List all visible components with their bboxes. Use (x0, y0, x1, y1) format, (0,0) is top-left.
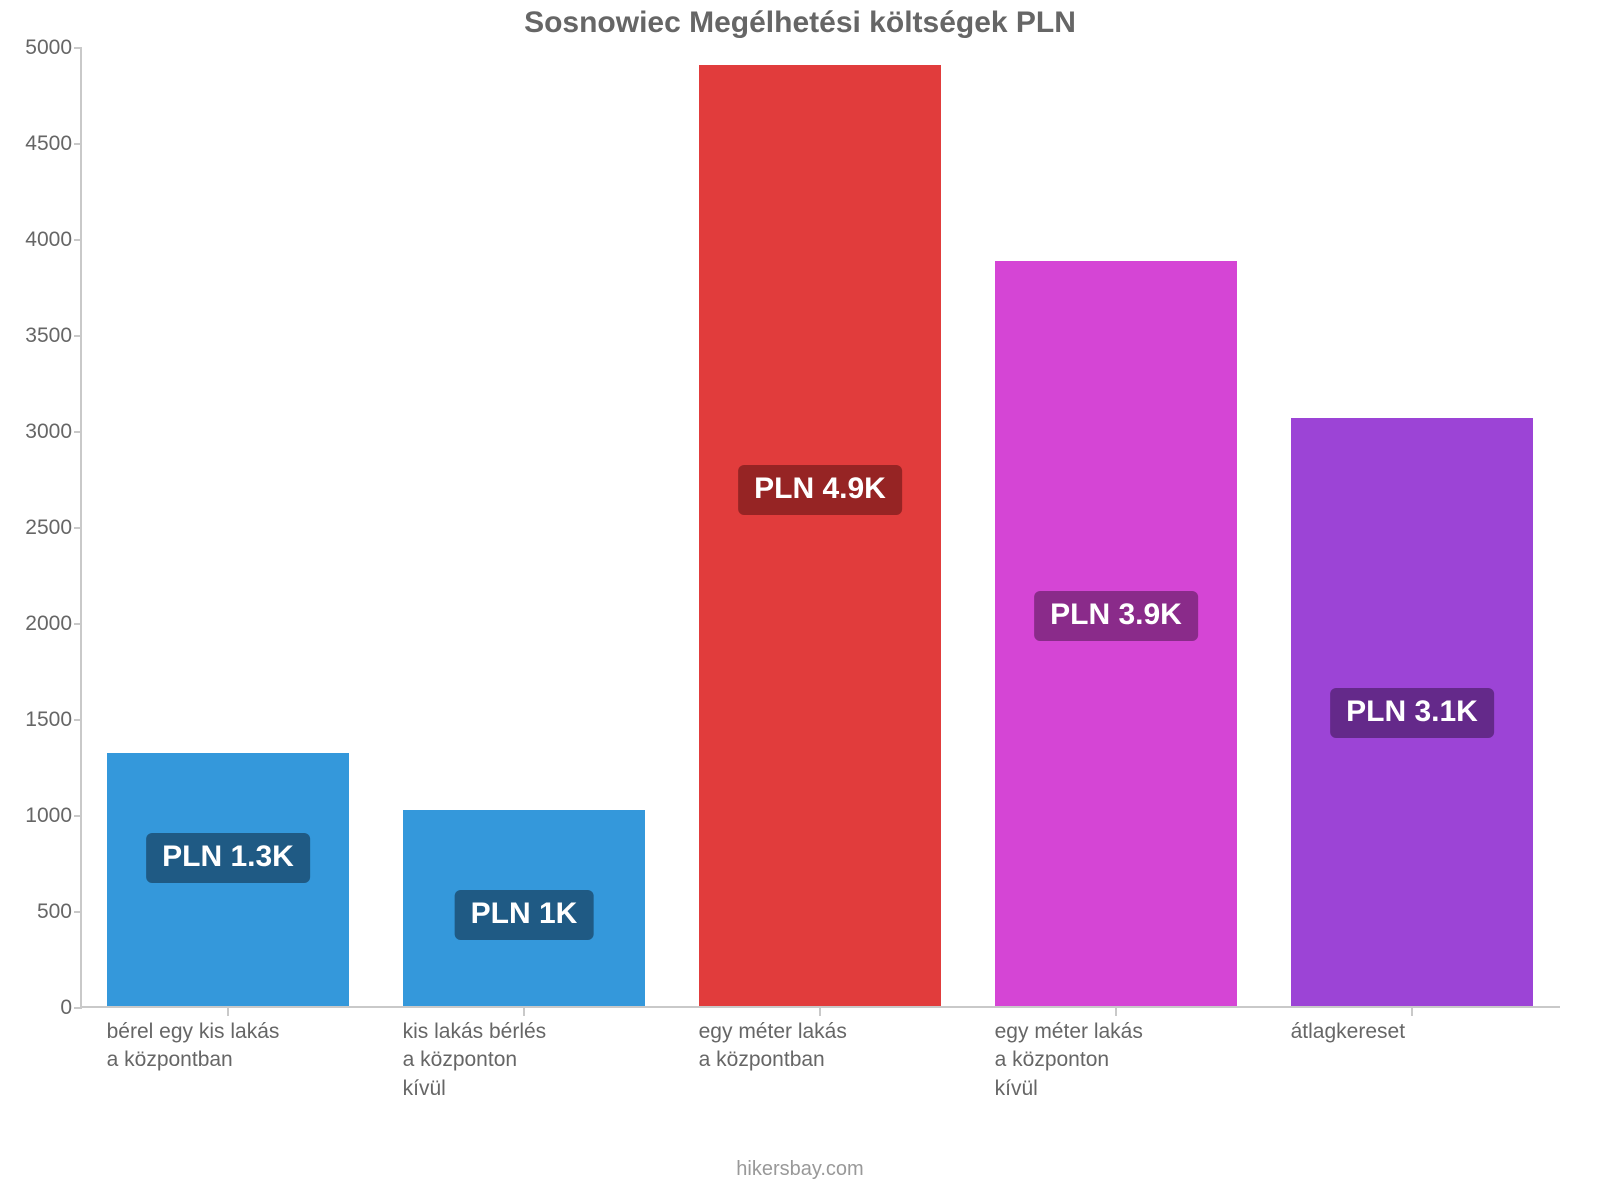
bar-rect: PLN 4.9K (699, 65, 942, 1006)
cost-of-living-chart: Sosnowiec Megélhetési költségek PLN PLN … (0, 0, 1600, 1200)
y-tick-label: 4000 (0, 228, 72, 252)
x-axis-label: átlagkereset (1291, 1018, 1534, 1046)
bar-value-label: PLN 3.1K (1330, 688, 1494, 738)
chart-footer: hikersbay.com (0, 1158, 1600, 1181)
x-axis-labels: bérel egy kis lakás a központban kis laká… (80, 1018, 1560, 1138)
y-tick-label: 0 (0, 996, 72, 1020)
bar-rect: PLN 3.1K (1291, 418, 1534, 1006)
y-tick-label: 5000 (0, 36, 72, 60)
x-tick-mark (1115, 1008, 1117, 1016)
bar-value-label: PLN 1.3K (146, 833, 310, 883)
bar: PLN 4.9K (699, 65, 942, 1006)
y-tick-mark (74, 911, 82, 913)
x-tick-mark (819, 1008, 821, 1016)
y-tick-label: 500 (0, 900, 72, 924)
bar: PLN 3.9K (995, 261, 1238, 1006)
x-tick-mark (227, 1008, 229, 1016)
y-tick-mark (74, 527, 82, 529)
bar: PLN 1.3K (107, 753, 350, 1006)
y-tick-label: 4500 (0, 132, 72, 156)
y-tick-label: 3000 (0, 420, 72, 444)
bar-rect: PLN 1.3K (107, 753, 350, 1006)
y-tick-mark (74, 143, 82, 145)
y-tick-label: 1000 (0, 804, 72, 828)
bar-value-label: PLN 1K (455, 890, 594, 940)
x-tick-mark (1411, 1008, 1413, 1016)
bar-value-label: PLN 4.9K (738, 465, 902, 515)
y-tick-label: 2000 (0, 612, 72, 636)
y-tick-mark (74, 623, 82, 625)
x-tick-mark (523, 1008, 525, 1016)
bar: PLN 1K (403, 810, 646, 1006)
y-tick-mark (74, 47, 82, 49)
y-tick-mark (74, 335, 82, 337)
x-axis-label: kis lakás bérlés a központon kívül (403, 1018, 646, 1103)
chart-title: Sosnowiec Megélhetési költségek PLN (0, 6, 1600, 40)
y-tick-label: 3500 (0, 324, 72, 348)
x-axis-label: egy méter lakás a központon kívül (995, 1018, 1238, 1103)
bar: PLN 3.1K (1291, 418, 1534, 1006)
y-tick-mark (74, 431, 82, 433)
y-tick-mark (74, 239, 82, 241)
x-axis-label: bérel egy kis lakás a központban (107, 1018, 350, 1075)
y-tick-label: 2500 (0, 516, 72, 540)
y-tick-mark (74, 1007, 82, 1009)
bar-rect: PLN 3.9K (995, 261, 1238, 1006)
bar-value-label: PLN 3.9K (1034, 591, 1198, 641)
plot-area: PLN 1.3K PLN 1K PLN 4.9K PLN 3.9K PLN 3.1K (80, 48, 1560, 1008)
y-tick-mark (74, 815, 82, 817)
y-tick-mark (74, 719, 82, 721)
bar-rect: PLN 1K (403, 810, 646, 1006)
y-tick-label: 1500 (0, 708, 72, 732)
x-axis-label: egy méter lakás a központban (699, 1018, 942, 1075)
